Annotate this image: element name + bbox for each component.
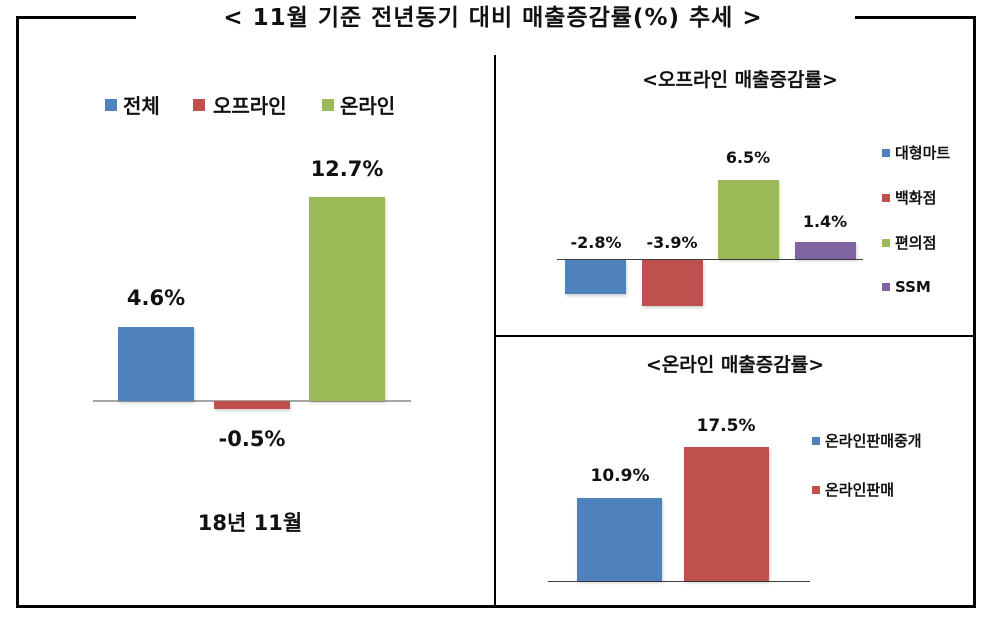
frame-bottom — [16, 605, 976, 608]
legend-label: 오프라인 — [213, 94, 287, 118]
legend-swatch-green-icon — [882, 238, 890, 247]
period-label: 18년 11월 — [197, 511, 303, 535]
bar-offline — [214, 401, 290, 409]
legend-swatch-red-icon — [882, 193, 890, 202]
frame-top-right — [855, 16, 976, 19]
legend-item-convenience-store: 편의점 — [882, 232, 936, 253]
legend-item-ssm: SSM — [882, 278, 931, 296]
offline-chart-title: <오프라인 매출증감률> — [642, 69, 838, 91]
value-label-hypermarket: -2.8% — [570, 233, 622, 252]
bar-hypermarket — [565, 260, 626, 294]
legend-swatch-blue-icon — [882, 148, 890, 157]
frame-right — [973, 16, 976, 608]
bar-department-store — [642, 260, 703, 306]
value-label-convenience-store: 6.5% — [725, 148, 771, 167]
bar-online-marketplace — [577, 498, 662, 581]
bar-online-retail — [684, 447, 769, 581]
legend-item-department-store: 백화점 — [882, 187, 936, 208]
legend-swatch-green-icon — [322, 98, 334, 111]
legend-label: 온라인판매중개 — [825, 432, 922, 450]
frame-top-left — [16, 16, 136, 19]
legend-item-hypermarket: 대형마트 — [882, 142, 950, 163]
legend-swatch-purple-icon — [882, 283, 890, 291]
legend-label: 전체 — [123, 94, 160, 118]
bar-total — [118, 327, 194, 401]
legend-swatch-blue-icon — [812, 436, 820, 445]
legend-item-online-retail: 온라인판매 — [812, 479, 894, 500]
value-label-ssm: 1.4% — [802, 212, 848, 231]
legend-swatch-red-icon — [812, 485, 820, 494]
offline-axis — [557, 259, 863, 260]
legend-swatch-red-icon — [193, 98, 205, 111]
online-chart-title: <온라인 매출증감률> — [645, 354, 825, 376]
value-label-department-store: -3.9% — [646, 233, 698, 252]
vertical-divider — [494, 55, 496, 607]
horizontal-divider — [494, 335, 975, 337]
frame-left — [16, 16, 19, 608]
value-label-total: 4.6% — [126, 286, 186, 310]
legend-item-total: 전체 — [105, 90, 160, 119]
legend-label: SSM — [895, 278, 931, 296]
bar-convenience-store — [718, 180, 779, 259]
value-label-online: 12.7% — [310, 157, 384, 181]
bar-online — [309, 197, 385, 401]
value-label-offline: -0.5% — [218, 427, 286, 451]
page-title-text: < 11월 기준 전년동기 대비 매출증감률(%) 추세 > — [209, 5, 777, 31]
online-axis — [548, 581, 810, 582]
legend-label: 대형마트 — [895, 144, 951, 162]
legend-label: 편의점 — [895, 234, 937, 252]
bar-ssm — [795, 242, 856, 259]
legend-swatch-blue-icon — [105, 98, 117, 111]
legend-item-online: 온라인 — [322, 90, 395, 119]
legend-label: 온라인판매 — [825, 481, 895, 499]
legend-item-online-marketplace: 온라인판매중개 — [812, 430, 922, 451]
page-title: < 11월 기준 전년동기 대비 매출증감률(%) 추세 > — [0, 2, 986, 34]
value-label-online-retail: 17.5% — [696, 416, 756, 436]
legend-label: 백화점 — [895, 189, 937, 207]
legend-item-offline: 오프라인 — [193, 90, 287, 119]
value-label-online-marketplace: 10.9% — [590, 466, 650, 486]
legend-label: 온라인 — [340, 94, 396, 118]
